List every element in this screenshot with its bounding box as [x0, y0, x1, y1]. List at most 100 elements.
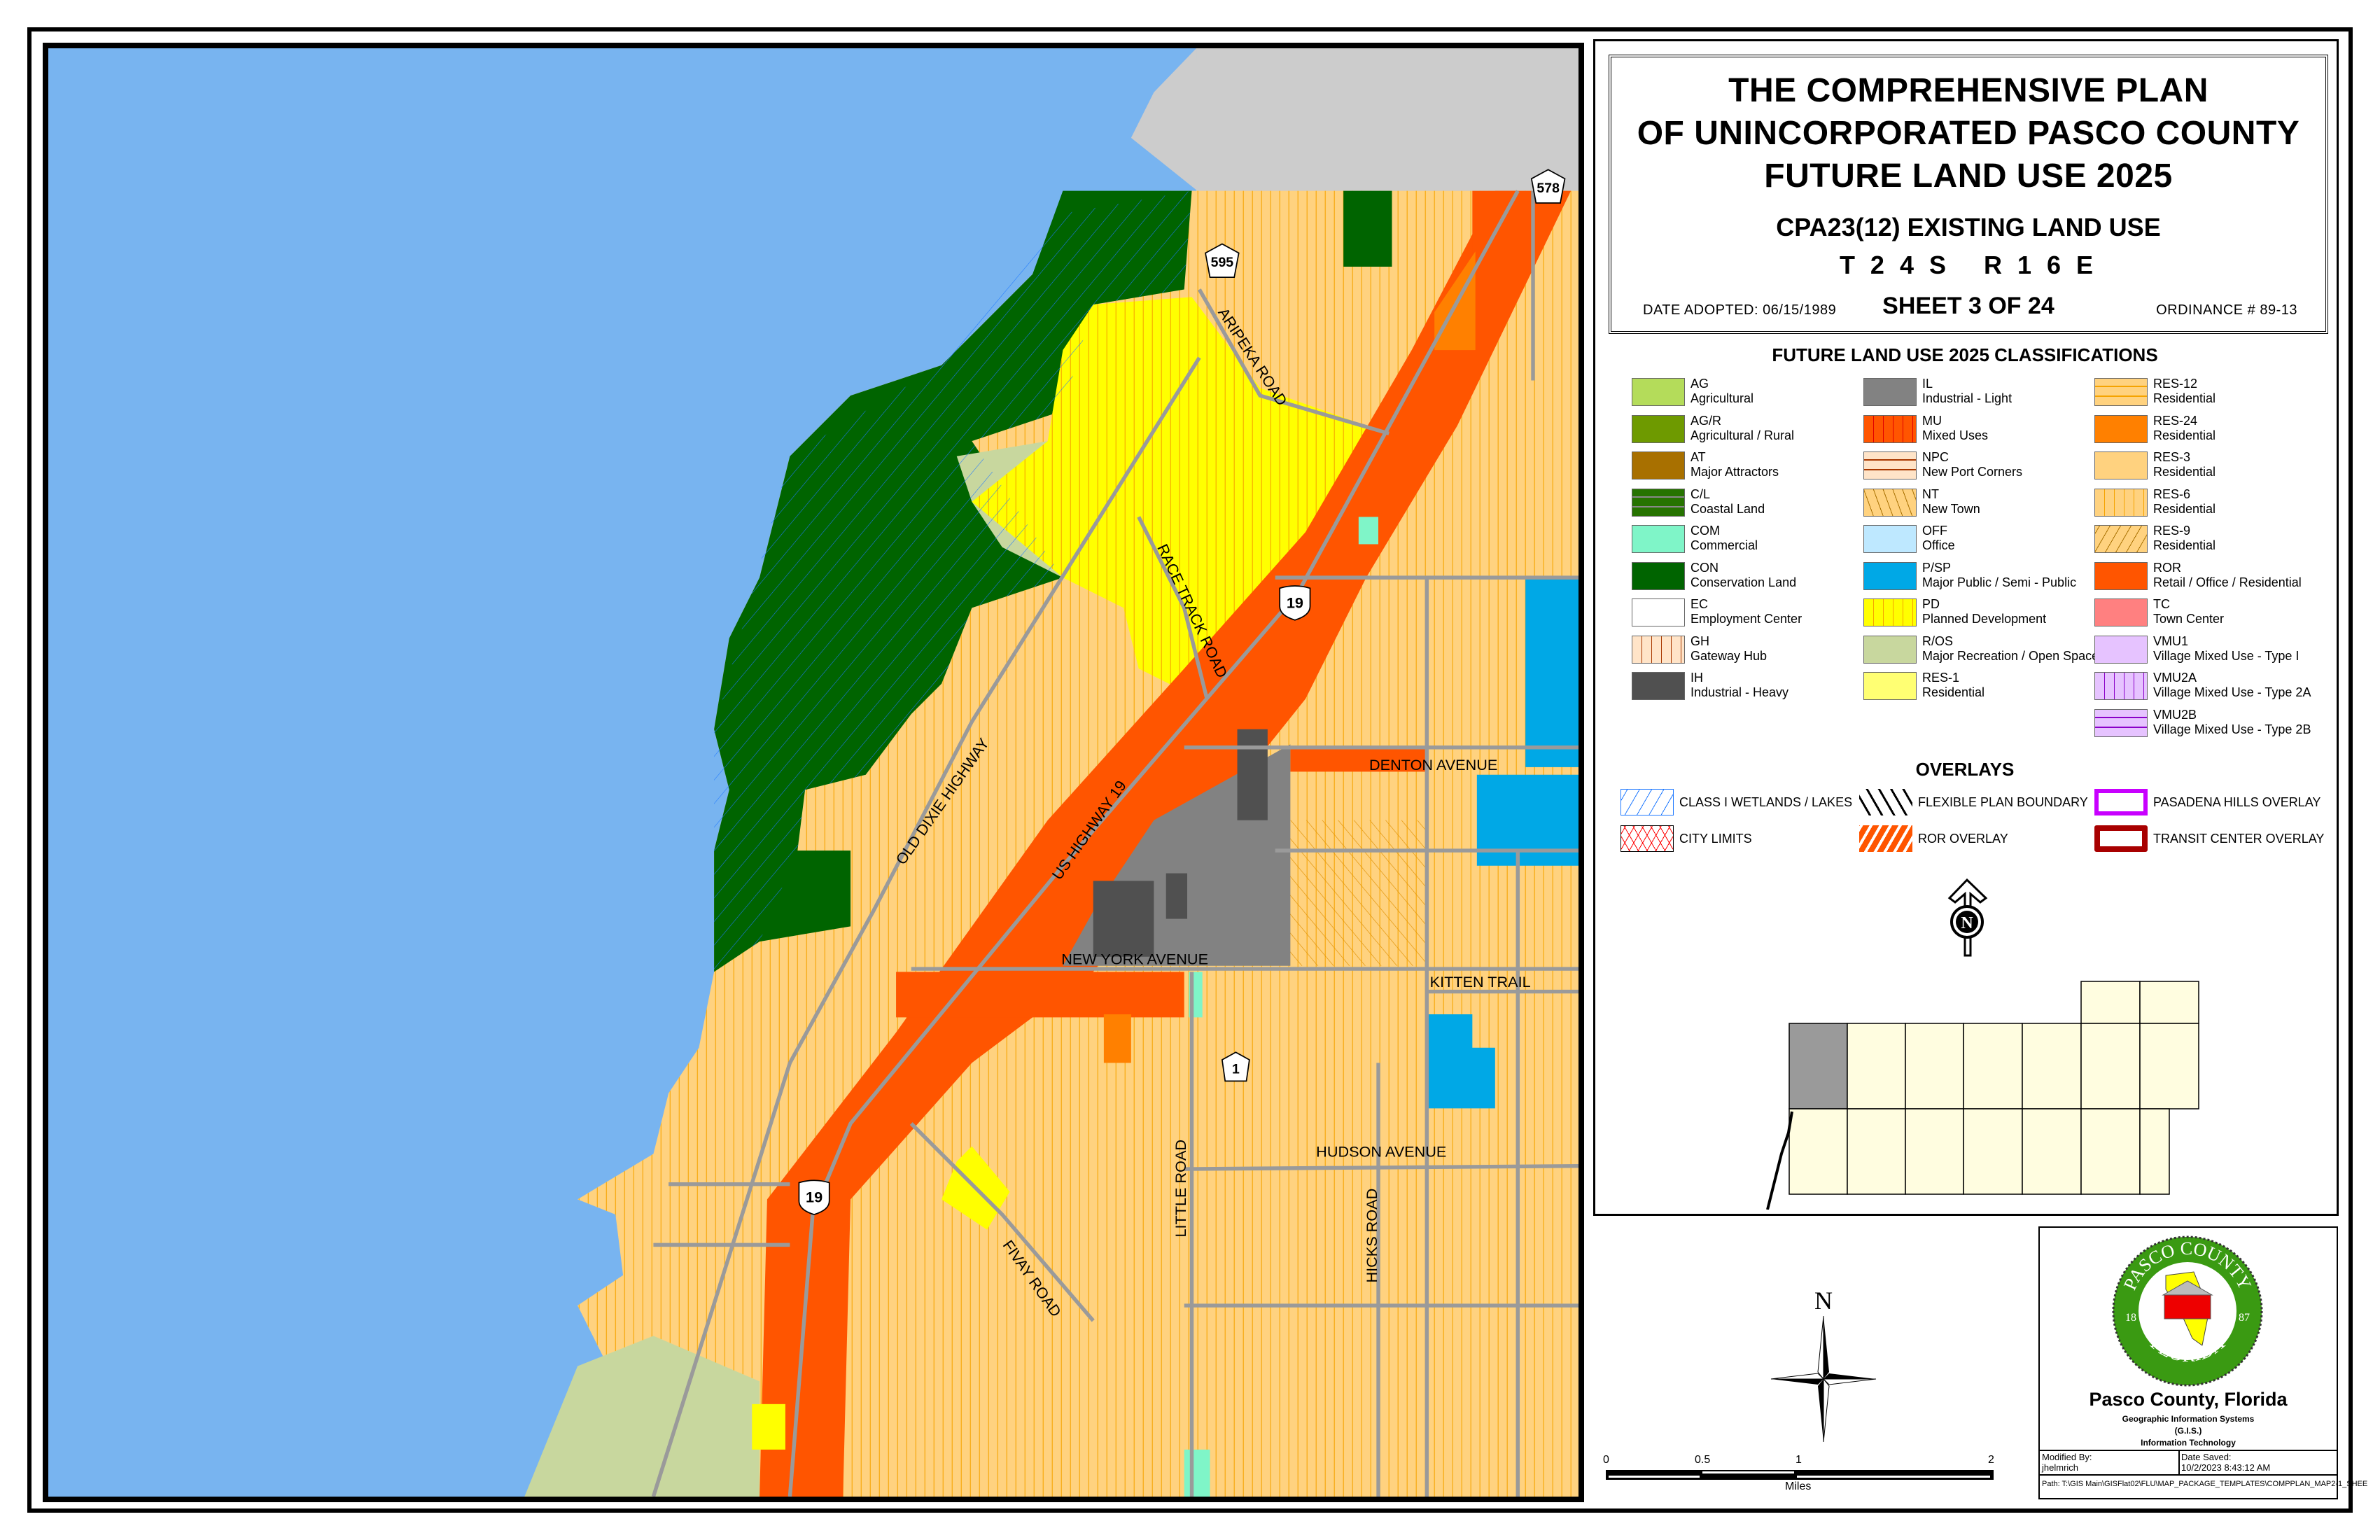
- legend-code: RES-1: [1922, 671, 1960, 685]
- industrial-heavy-3: [1166, 873, 1188, 919]
- compass-rose-icon: N: [1770, 1287, 1877, 1442]
- legend-swatch: [1863, 414, 1917, 443]
- legend-item-con: CON Conservation Land: [1632, 561, 1863, 593]
- title-line-1: THE COMPREHENSIVE PLAN: [1728, 72, 2208, 109]
- legend-code: NT: [1922, 486, 1939, 501]
- svg-text:595: 595: [1211, 255, 1234, 270]
- legend-description: Agricultural: [1690, 391, 1754, 405]
- legend-item-ec: EC Employment Center: [1632, 597, 1863, 629]
- legend-description: Industrial - Light: [1922, 391, 2012, 405]
- legend-swatch: [1863, 672, 1917, 700]
- legend-description: Retail / Office / Residential: [2153, 575, 2302, 589]
- legend-swatch: [1863, 488, 1917, 517]
- legend-item-com: COM Commercial: [1632, 524, 1863, 556]
- legend-description: Residential: [2153, 501, 2216, 516]
- north-arrow-icon: N: [1947, 878, 1988, 957]
- legend-code: VMU2A: [2153, 671, 2197, 685]
- legend-item-res-6: RES-6 Residential: [2094, 487, 2325, 519]
- legend-swatch: [2094, 378, 2148, 406]
- agency-dept-1: Geographic Information Systems: [2122, 1414, 2255, 1424]
- svg-text:578: 578: [1536, 181, 1560, 196]
- date-saved-value: 10/2/2023 8:43:12 AM: [2181, 1462, 2271, 1473]
- industrial-heavy: [1237, 729, 1268, 820]
- legend-item-res-12: RES-12 Residential: [2094, 377, 2325, 409]
- shield-us19-north: 19: [1279, 585, 1311, 621]
- hernando-county-area: [1196, 48, 1578, 192]
- scale-unit: Miles: [1785, 1480, 1812, 1492]
- legend-swatch: [1863, 598, 1917, 626]
- planned-development-sw: [752, 1404, 785, 1450]
- legend-swatch: [1632, 525, 1685, 553]
- overlay-label: CLASS I WETLANDS / LAKES: [1679, 795, 1853, 809]
- legend-code: MU: [1922, 413, 1942, 428]
- legend-description: New Port Corners: [1922, 465, 2023, 479]
- legend-description: Conservation Land: [1690, 575, 1797, 589]
- legend-swatch: [1863, 378, 1917, 406]
- scale-tick-1: 1: [1795, 1454, 1802, 1466]
- legend-code: C/L: [1690, 486, 1711, 501]
- legend-swatch: [1863, 635, 1917, 664]
- scale-tick-0: 0: [1603, 1454, 1609, 1466]
- legend-description: Planned Development: [1922, 612, 2047, 626]
- svg-text:19: 19: [1287, 594, 1303, 611]
- modified-by-label: Modified By:: [2042, 1452, 2092, 1462]
- agency-info-block: PASCO COUNTY FLORIDA 18 87 Pasco County,…: [2038, 1226, 2367, 1499]
- seal-year-left: 18: [2125, 1312, 2136, 1324]
- agency-dept-3: Information Technology: [2141, 1438, 2236, 1448]
- legend-swatch: [2094, 635, 2148, 664]
- legend-item-mu: MU Mixed Uses: [1863, 413, 2094, 446]
- file-path: Path: T:\GIS Main\GISFlat02\FLU\MAP_PACK…: [2042, 1480, 2368, 1488]
- new-town-area: [1287, 820, 1427, 966]
- legend-swatch: [2094, 708, 2148, 737]
- legend-item-pd: PD Planned Development: [1863, 597, 2094, 629]
- legend-swatch: [2094, 488, 2148, 517]
- legend-description: Residential: [2153, 465, 2216, 479]
- legend-swatch: [1632, 635, 1685, 664]
- label-hudson-avenue: HUDSON AVENUE: [1316, 1143, 1446, 1161]
- legend-item-vmu1: VMU1 Village Mixed Use - Type I: [2094, 634, 2325, 666]
- legend-description: Employment Center: [1690, 612, 1802, 626]
- legend-item-c-l: C/L Coastal Land: [1632, 486, 1863, 519]
- legend-code: PD: [1922, 597, 1940, 611]
- overlay-swatch: [2094, 825, 2148, 852]
- legend-description: Residential: [1922, 685, 1985, 699]
- legend-code: IL: [1922, 377, 1933, 391]
- legend-item-npc: NPC New Port Corners: [1863, 450, 2094, 482]
- wetlands-overlay: [714, 190, 1192, 972]
- legend-code: RES-24: [2153, 413, 2198, 428]
- legend-code: AG: [1690, 377, 1709, 391]
- ror-new-york: [896, 972, 1184, 1018]
- label-kitten-trail: KITTEN TRAIL: [1430, 973, 1531, 990]
- pd-hatch: [972, 297, 1390, 699]
- overlay-label: PASADENA HILLS OVERLAY: [2153, 795, 2321, 809]
- legend-code: ROR: [2153, 560, 2181, 575]
- legend-description: Town Center: [2153, 612, 2225, 626]
- shield-cr1: 1: [1221, 1051, 1250, 1082]
- legend-swatch: [2094, 598, 2148, 626]
- legend-item-il: IL Industrial - Light: [1863, 377, 2094, 409]
- sheet-number: SHEET 3 OF 24: [1882, 293, 2054, 319]
- overlays-title: OVERLAYS: [1915, 759, 2015, 780]
- shield-cr595: 595: [1205, 243, 1240, 279]
- legend-description: Industrial - Heavy: [1690, 685, 1789, 699]
- legend-code: IH: [1690, 671, 1703, 685]
- legend-description: Residential: [2153, 428, 2216, 442]
- legend-code: COM: [1690, 524, 1720, 538]
- road-network: [651, 190, 1578, 1497]
- legend-description: Village Mixed Use - Type 2B: [2153, 722, 2311, 736]
- land-use-map[interactable]: ARIPEKA ROAD RACE TRACK ROAD OLD DIXIE H…: [48, 48, 1578, 1497]
- map-frame[interactable]: ARIPEKA ROAD RACE TRACK ROAD OLD DIXIE H…: [43, 43, 1584, 1502]
- legend-description: Major Attractors: [1690, 465, 1779, 479]
- legend-code: RES-9: [2153, 524, 2191, 538]
- seal-year-right: 87: [2239, 1312, 2250, 1324]
- shield-cr578: 578: [1530, 169, 1566, 204]
- legend-description: New Town: [1922, 501, 1980, 516]
- legend-item-vmu2b: VMU2B Village Mixed Use - Type 2B: [2094, 708, 2325, 740]
- legend-swatch: [2094, 672, 2148, 700]
- scale-tick-0.5: 0.5: [1695, 1454, 1711, 1466]
- legend-swatch: [1632, 598, 1685, 626]
- legend-item-ih: IH Industrial - Heavy: [1632, 671, 1863, 703]
- page-border: [27, 27, 2353, 1513]
- legend-swatch: [1632, 378, 1685, 406]
- legend-swatch: [1863, 451, 1917, 479]
